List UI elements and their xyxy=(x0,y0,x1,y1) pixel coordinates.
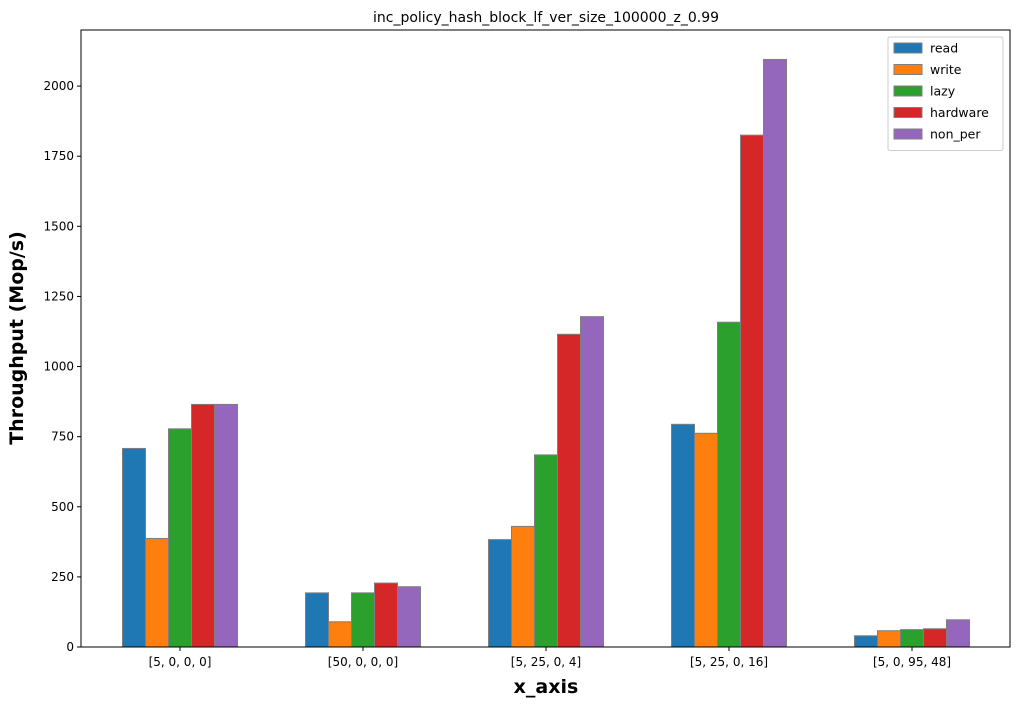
bar-hardware-2 xyxy=(557,333,581,648)
legend-swatch-write xyxy=(893,64,923,75)
x-axis-label: x_axis xyxy=(514,676,579,698)
x-tick-label: [5, 25, 0, 16] xyxy=(690,655,768,669)
y-tick-label: 1250 xyxy=(43,289,74,303)
legend-label-write: write xyxy=(930,62,962,77)
legend-label-hardware: hardware xyxy=(930,105,989,120)
bar-write-4 xyxy=(877,630,901,648)
bar-write-1 xyxy=(328,621,352,648)
y-tick-label: 1500 xyxy=(43,219,74,233)
legend-label-lazy: lazy xyxy=(930,84,956,99)
bar-non_per-3 xyxy=(763,58,787,648)
bar-read-4 xyxy=(854,635,878,648)
x-tick-label: [5, 0, 0, 0] xyxy=(149,655,212,669)
y-tick-label: 2000 xyxy=(43,79,74,93)
legend-swatch-non_per xyxy=(893,128,923,140)
bar-read-3 xyxy=(671,423,695,648)
bar-hardware-1 xyxy=(374,582,398,648)
y-tick-label: 750 xyxy=(51,430,74,444)
legend-label-read: read xyxy=(930,41,958,56)
x-tick-label: [5, 0, 95, 48] xyxy=(873,655,951,669)
y-tick-label: 1000 xyxy=(43,360,74,374)
bar-lazy-3 xyxy=(717,321,741,648)
bar-non_per-0 xyxy=(214,403,238,648)
bar-non_per-1 xyxy=(397,586,421,648)
bar-write-3 xyxy=(694,432,718,648)
bar-lazy-0 xyxy=(168,428,192,648)
bar-hardware-4 xyxy=(923,628,947,648)
bar-write-0 xyxy=(145,537,169,648)
y-tick-label: 250 xyxy=(51,570,74,584)
legend-label-non_per: non_per xyxy=(930,127,981,142)
chart-title: inc_policy_hash_block_lf_ver_size_100000… xyxy=(373,10,719,26)
bar-lazy-2 xyxy=(534,454,558,648)
bar-hardware-3 xyxy=(740,134,764,648)
bar-lazy-4 xyxy=(900,629,924,648)
legend: read write lazy hardware non_per xyxy=(887,36,1004,151)
y-axis: 0 250 500 750 1000 1250 1500 1750 2000 xyxy=(43,79,81,654)
x-tick-label: [5, 25, 0, 4] xyxy=(511,655,581,669)
bar-hardware-0 xyxy=(191,403,215,648)
y-tick-label: 0 xyxy=(66,640,74,654)
legend-swatch-lazy xyxy=(893,85,923,97)
bar-lazy-1 xyxy=(351,592,375,648)
bar-write-2 xyxy=(511,525,535,648)
y-tick-label: 1750 xyxy=(43,149,74,163)
x-tick-label: [50, 0, 0, 0] xyxy=(328,655,398,669)
bars-group xyxy=(122,58,970,648)
bar-read-0 xyxy=(122,447,146,648)
bar-read-1 xyxy=(305,592,329,648)
y-tick-label: 500 xyxy=(51,500,74,514)
bar-non_per-2 xyxy=(580,316,604,648)
legend-swatch-hardware xyxy=(893,107,923,118)
legend-swatch-read xyxy=(893,42,923,54)
x-axis: [5, 0, 0, 0] [50, 0, 0, 0] [5, 25, 0, 4] [5… xyxy=(149,647,951,669)
bar-read-2 xyxy=(488,539,512,648)
bar-non_per-4 xyxy=(946,619,970,648)
y-axis-label: Throughput (Mop/s) xyxy=(6,231,28,445)
